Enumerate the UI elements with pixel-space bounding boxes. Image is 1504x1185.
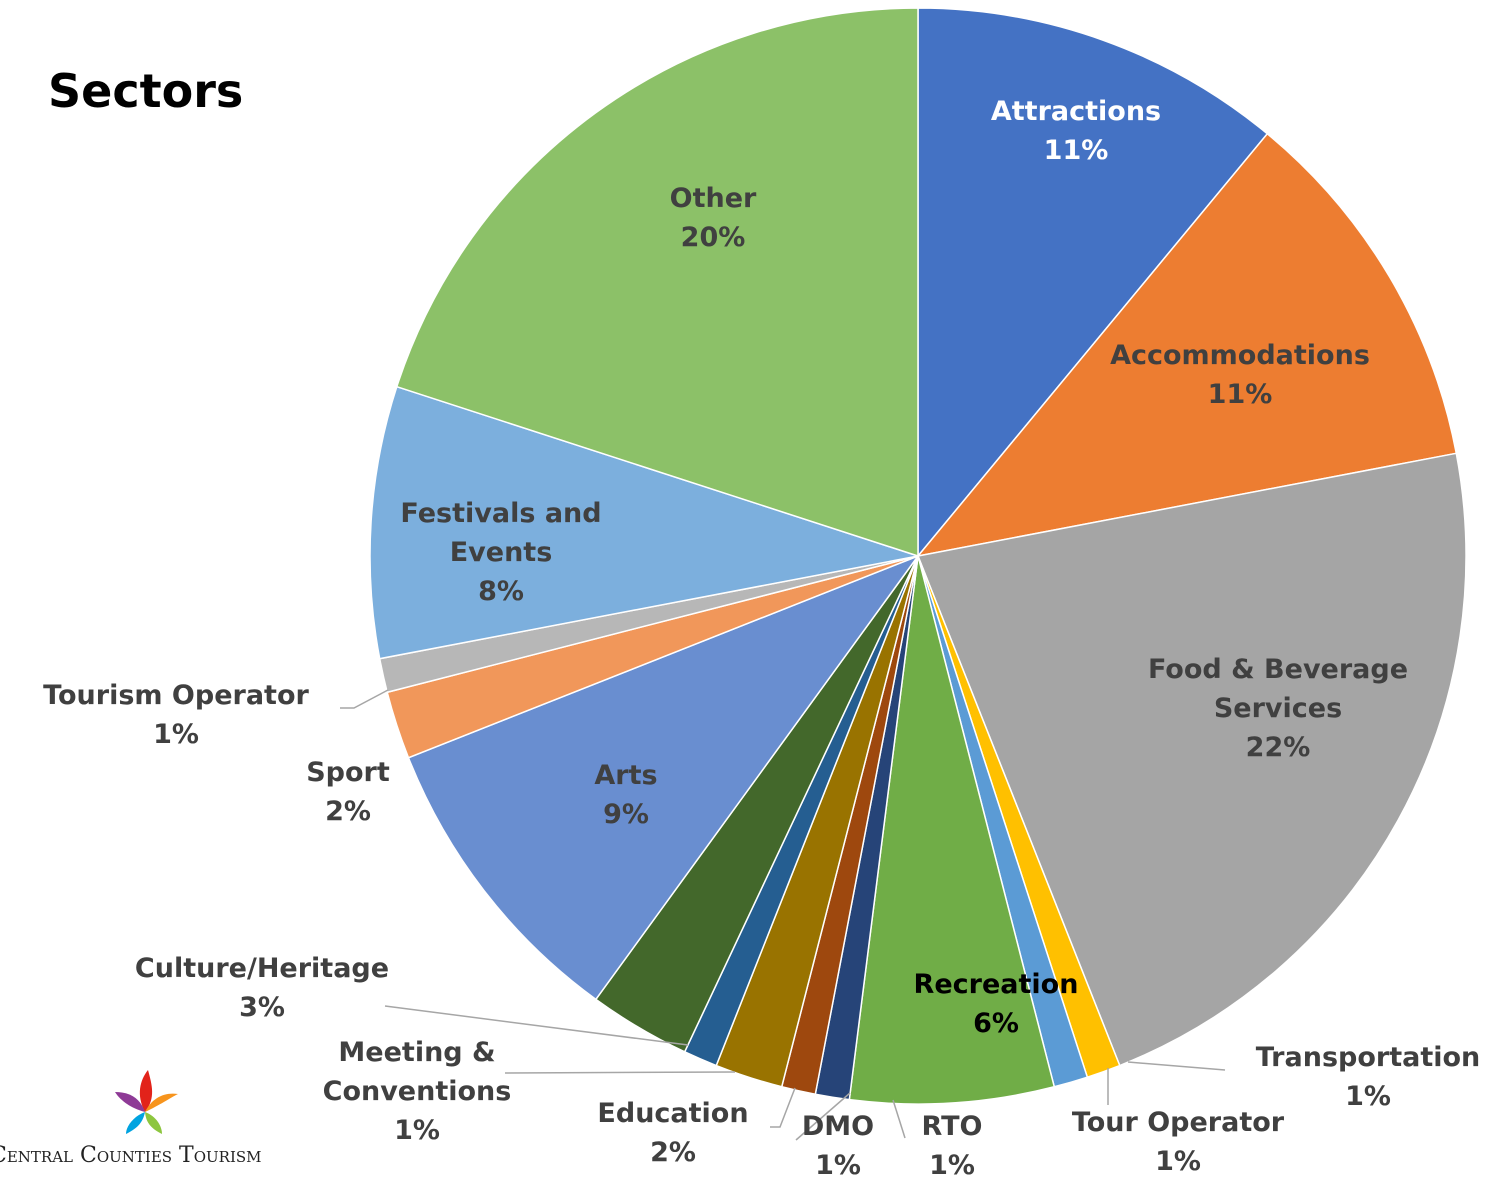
value-label: 11% (1207, 379, 1273, 410)
value-label: 8% (478, 576, 524, 607)
category-label: RTO (921, 1111, 983, 1142)
slice (848, 555, 1056, 1105)
leader-lines (340, 689, 1226, 1141)
slice-label: Recreation 6% (846, 965, 1146, 1043)
category-label: Tour Operator (1071, 1107, 1285, 1138)
category-label: Transportation (1255, 1042, 1481, 1073)
slice-label: Accommodations 11% (1040, 336, 1440, 414)
category-label: Attractions (990, 96, 1162, 127)
slices (369, 7, 1467, 1105)
value-label: 2% (325, 796, 371, 827)
slice-label: DMO 1% (788, 1107, 888, 1185)
logo-text: Central Counties Tourism (0, 1143, 262, 1168)
value-label: 1% (153, 719, 199, 750)
category-label: Meeting & Conventions (322, 1037, 512, 1107)
slice-label: Tour Operator 1% (978, 1103, 1378, 1181)
slice-label: Arts 9% (526, 756, 726, 834)
logo-mark (115, 1070, 178, 1134)
value-label: 1% (394, 1115, 440, 1146)
slice-label: Other 20% (613, 179, 813, 257)
slice (917, 7, 1269, 559)
value-label: 1% (929, 1150, 975, 1181)
chart-title: Sectors (48, 64, 244, 118)
slice-label: Festivals and Events 8% (369, 494, 634, 611)
value-label: 9% (603, 799, 649, 830)
value-label: 3% (239, 992, 285, 1023)
leader-line (1127, 1061, 1226, 1071)
value-label: 1% (1155, 1146, 1201, 1177)
slice (407, 554, 921, 1001)
slice-label: Culture/Heritage 3% (62, 949, 462, 1027)
category-label: Accommodations (1110, 340, 1370, 371)
value-label: 1% (815, 1150, 861, 1181)
leader-line (770, 1087, 796, 1128)
slice-label: RTO 1% (902, 1107, 1002, 1185)
category-label: Food & Beverage Services (1147, 654, 1409, 724)
value-label: 6% (973, 1008, 1019, 1039)
value-label: 1% (1345, 1081, 1391, 1112)
slice-label: Food & Beverage Services 22% (1113, 650, 1443, 767)
slice-label: Transportation 1% (1168, 1038, 1504, 1116)
category-label: Arts (594, 760, 658, 791)
value-label: 20% (680, 222, 746, 253)
leader-line (504, 1071, 736, 1074)
slice (916, 452, 1467, 1067)
value-label: 2% (650, 1137, 696, 1168)
category-label: DMO (801, 1111, 875, 1142)
slice-label: Tourism Operator 1% (0, 676, 376, 754)
leader-line (384, 1005, 689, 1046)
category-label: Tourism Operator (43, 680, 309, 711)
leader-line (340, 689, 389, 709)
category-label: Other (669, 183, 757, 214)
slice (395, 7, 919, 558)
leader-line (892, 1099, 906, 1139)
category-label: Education (597, 1098, 749, 1129)
slice-label: Attractions 11% (876, 92, 1276, 170)
slice-label: Education 2% (548, 1094, 798, 1172)
slice (369, 385, 919, 660)
logo-petal (145, 1093, 178, 1112)
category-label: Sport (306, 757, 390, 788)
leader-line (795, 1092, 851, 1141)
category-label: Culture/Heritage (134, 953, 390, 984)
logo-petal (126, 1112, 145, 1134)
logo-petal (139, 1070, 153, 1112)
value-label: 22% (1245, 732, 1311, 763)
logo-petal (115, 1092, 145, 1112)
value-label: 11% (1043, 135, 1109, 166)
category-label: Recreation (913, 969, 1079, 1000)
slice (916, 132, 1458, 558)
slice-label: Meeting & Conventions 1% (292, 1033, 542, 1150)
category-label: Festivals and Events (400, 498, 602, 568)
logo-petal (145, 1112, 162, 1134)
slice-label: Sport 2% (248, 753, 448, 831)
